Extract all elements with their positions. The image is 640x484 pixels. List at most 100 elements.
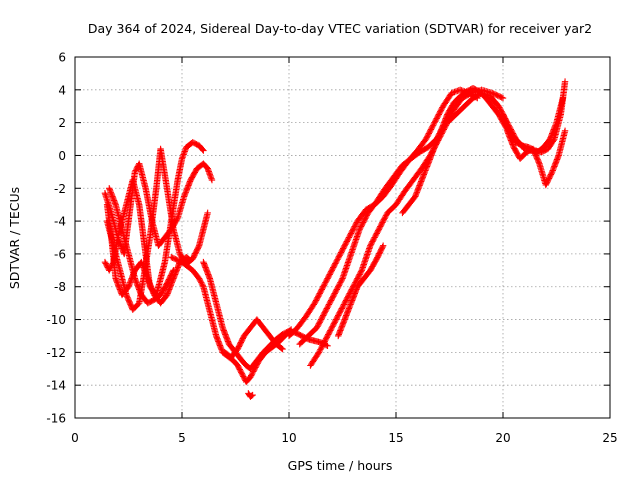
data-point bbox=[317, 316, 325, 323]
data-point bbox=[329, 323, 336, 330]
data-point bbox=[361, 216, 368, 223]
data-point bbox=[345, 293, 352, 300]
data-point bbox=[317, 288, 324, 296]
data-point bbox=[530, 147, 537, 154]
data-point bbox=[199, 282, 206, 289]
data-point bbox=[238, 369, 245, 376]
data-point bbox=[323, 334, 331, 341]
x-tick-label: 15 bbox=[388, 431, 403, 445]
data-point bbox=[238, 370, 246, 377]
data-point bbox=[432, 118, 439, 125]
data-point bbox=[327, 327, 334, 334]
data-point bbox=[331, 261, 338, 269]
y-tick-label: -12 bbox=[46, 346, 66, 360]
series-5 bbox=[106, 185, 177, 307]
data-point bbox=[327, 325, 335, 333]
data-point bbox=[320, 282, 328, 289]
data-point bbox=[377, 221, 385, 229]
data-point bbox=[425, 130, 433, 137]
data-point bbox=[327, 297, 335, 304]
data-point bbox=[438, 105, 445, 113]
data-point bbox=[235, 365, 243, 372]
data-point bbox=[323, 276, 331, 284]
series-10 bbox=[285, 86, 481, 340]
data-point bbox=[317, 317, 324, 325]
data-point bbox=[247, 372, 255, 379]
data-point bbox=[357, 224, 364, 232]
series-6 bbox=[168, 253, 295, 386]
data-point bbox=[324, 304, 331, 311]
data-point bbox=[248, 392, 255, 400]
data-point bbox=[321, 309, 328, 316]
data-point bbox=[531, 149, 538, 157]
data-point bbox=[342, 298, 349, 305]
data-point bbox=[339, 304, 346, 311]
x-axis-ticks: 0 5 10 15 20 25 bbox=[71, 57, 618, 445]
data-point bbox=[498, 94, 505, 101]
data-point bbox=[328, 267, 335, 274]
data-point bbox=[322, 335, 330, 342]
data-point bbox=[430, 120, 438, 128]
data-point bbox=[322, 278, 330, 285]
data-point bbox=[315, 349, 323, 356]
data-point bbox=[345, 234, 353, 241]
data-point bbox=[325, 301, 333, 308]
data-point bbox=[435, 111, 442, 118]
data-point bbox=[332, 316, 340, 323]
data-point bbox=[362, 215, 369, 222]
data-point bbox=[429, 122, 437, 129]
x-axis-label: GPS time / hours bbox=[288, 458, 393, 473]
data-point bbox=[360, 217, 368, 225]
data-point bbox=[333, 257, 340, 264]
data-point bbox=[317, 287, 325, 295]
data-point bbox=[535, 159, 542, 166]
data-point bbox=[198, 279, 205, 286]
data-point bbox=[436, 109, 443, 117]
data-point bbox=[530, 148, 538, 155]
data-point bbox=[321, 338, 328, 345]
data-point bbox=[437, 108, 444, 115]
data-point bbox=[125, 297, 132, 304]
data-point bbox=[326, 328, 333, 336]
data-point bbox=[369, 238, 376, 245]
data-point bbox=[101, 258, 109, 266]
data-point bbox=[312, 297, 320, 304]
data-point bbox=[319, 284, 326, 292]
data-point bbox=[196, 276, 204, 284]
data-point bbox=[344, 237, 351, 244]
x-tick-label: 20 bbox=[495, 431, 510, 445]
data-point bbox=[340, 243, 348, 251]
data-point bbox=[103, 261, 110, 269]
data-point bbox=[239, 371, 246, 379]
data-point bbox=[102, 260, 109, 267]
data-point bbox=[199, 146, 206, 153]
data-point bbox=[329, 265, 336, 273]
data-point bbox=[352, 278, 360, 285]
data-point bbox=[317, 346, 324, 353]
data-point bbox=[249, 369, 256, 377]
data-point bbox=[343, 238, 350, 245]
data-point bbox=[330, 291, 338, 299]
data-point bbox=[353, 276, 360, 284]
data-point bbox=[423, 134, 430, 141]
data-point bbox=[352, 221, 359, 229]
data-point bbox=[314, 294, 321, 301]
data-point bbox=[325, 331, 332, 338]
data-point bbox=[170, 267, 177, 274]
data-point bbox=[126, 298, 133, 305]
data-point bbox=[195, 243, 202, 251]
data-point bbox=[367, 242, 374, 249]
data-point bbox=[367, 241, 375, 248]
data-point bbox=[336, 280, 343, 288]
data-point bbox=[424, 131, 432, 139]
data-point bbox=[315, 320, 323, 327]
data-point bbox=[349, 227, 356, 234]
data-point bbox=[313, 324, 321, 331]
series-4 bbox=[103, 201, 194, 307]
y-tick-label: -10 bbox=[46, 313, 66, 327]
data-point bbox=[428, 124, 435, 132]
data-point bbox=[319, 313, 326, 321]
data-point bbox=[322, 306, 330, 314]
data-point bbox=[327, 268, 335, 275]
